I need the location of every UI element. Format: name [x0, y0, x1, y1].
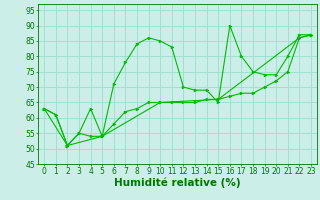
X-axis label: Humidité relative (%): Humidité relative (%) — [114, 178, 241, 188]
